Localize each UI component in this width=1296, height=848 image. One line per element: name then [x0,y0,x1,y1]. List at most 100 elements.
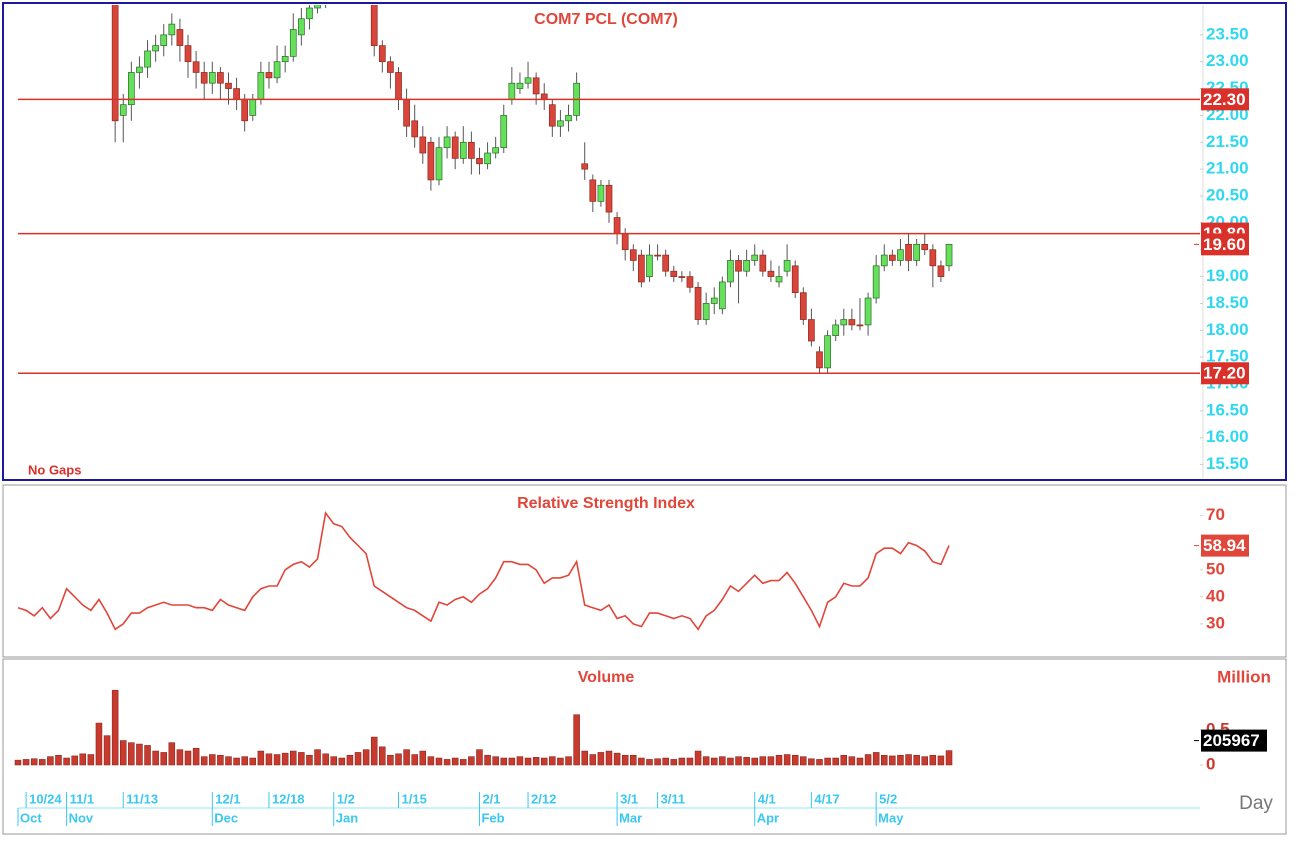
volume-bar [379,746,386,766]
candle-body [840,319,848,326]
candle-body [443,136,451,149]
last-close-label: 19.60 [1203,235,1246,254]
candle-body [200,72,208,84]
x-tick-label: 11/1 [70,791,95,806]
candle-body [718,281,726,310]
candle-body [743,260,750,272]
candle-body [484,152,491,165]
candle-body [621,233,629,251]
x-axis-label: Day [1239,793,1273,814]
volume-bar [800,756,807,766]
volume-bar [241,756,248,766]
volume-bar [419,750,427,766]
volume-bar [387,754,394,766]
volume-bar [119,740,127,766]
month-label: Feb [481,810,504,825]
volume-panel [2,658,1287,835]
volume-bar [670,759,678,766]
candle-body [945,243,953,267]
level-label: 17.20 [1203,364,1246,383]
rsi-panel [2,484,1287,658]
x-tick-label: 3/1 [620,791,638,806]
volume-bar [589,754,597,766]
volume-bar [921,756,928,766]
volume-bar [856,757,864,766]
candle-body [629,249,637,261]
candle-body [897,249,904,261]
candle-body [111,5,119,122]
y-tick-label: 50 [1206,559,1225,578]
volume-bar [945,750,953,766]
candle-body [937,265,945,277]
volume-bar [492,756,499,766]
candle-body [176,29,184,46]
candle-body [249,98,257,116]
volume-bar [937,755,945,766]
candle-body [225,82,232,89]
x-tick-label: 11/13 [126,791,158,806]
last-close-label-box [1201,233,1249,256]
volume-bar [63,757,70,766]
candle-body [686,276,694,288]
volume-bar [913,754,920,766]
rsi-line [17,511,950,631]
y-tick-label: 0 [1206,754,1215,773]
volume-bar [638,757,645,766]
candle-body [184,45,192,63]
x-tick-label: 4/1 [758,791,776,806]
level-label-box [1201,362,1249,385]
candle-body [589,179,597,202]
y-tick-label: 19.00 [1206,266,1249,285]
volume-bar [759,756,767,766]
volume-bar [597,752,605,766]
candle-body [144,50,151,68]
candle-body [929,249,937,267]
candle-body [783,260,791,272]
candle-body [759,254,767,272]
volume-bar [735,756,742,766]
candle-body [824,335,831,369]
volume-bar [443,759,451,766]
candle-body [419,136,427,154]
last-volume-box [1201,729,1267,752]
volume-bar [322,753,329,766]
volume-bar [136,743,143,766]
annotation: No Gaps [28,462,81,477]
candle-body [889,254,896,261]
x-tick-label: 12/1 [215,791,240,806]
volume-bar [881,754,888,766]
volume-bar [824,757,831,766]
last-rsi-label-box [1201,534,1249,557]
volume-bar [889,755,896,766]
y-tick-label: 70 [1206,505,1225,524]
volume-bar [719,756,726,766]
candle-body [208,72,216,84]
volume-bar [840,754,848,766]
candle-body [581,163,589,170]
candle-body [127,72,135,106]
candle-body [152,45,159,52]
y-tick-label: 30 [1206,613,1225,632]
chart-title: COM7 PCL (COM7) [534,11,678,28]
volume-bar [484,754,491,766]
x-tick-label: 5/2 [879,791,897,806]
candle-body [403,98,410,127]
level-label-box [1201,88,1249,111]
volume-bar [557,757,564,766]
volume-bar [314,749,321,766]
candle-body [872,265,880,299]
volume-bar [281,752,289,766]
x-tick-label: 2/1 [482,791,500,806]
y-axis-label: Million [1217,667,1271,686]
volume-bar [354,752,362,766]
volume-bar [176,749,184,766]
volume-bar [411,754,418,766]
volume-bar [727,757,734,766]
candle-body [913,243,920,261]
candle-body [370,5,378,46]
candle-body [427,141,435,181]
volume-bar [346,754,354,766]
candle-body [265,72,273,79]
